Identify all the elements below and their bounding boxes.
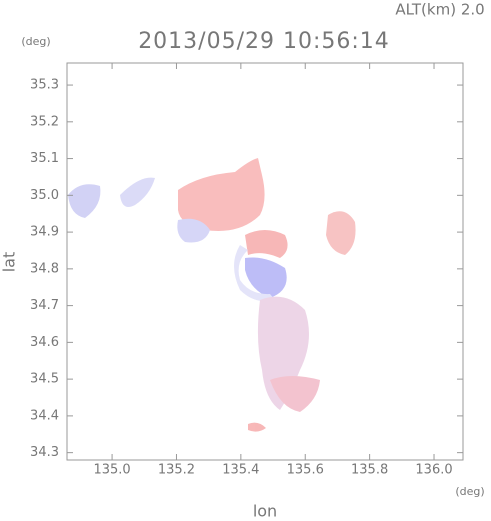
radar-echoes [68,158,356,432]
y-tick-label: 34.8 [30,261,59,276]
y-tick-label: 35.1 [30,151,59,166]
echo-positive [326,211,356,255]
y-tick-label: 35.3 [30,78,59,93]
x-unit: (deg) [455,485,484,498]
y-tick-label: 34.6 [30,335,59,350]
echo-positive [248,422,266,432]
y-tick-label: 34.9 [30,225,59,240]
echo-negative [177,218,210,243]
y-tick-label: 34.7 [30,298,59,313]
echo-negative [245,257,287,298]
x-tick-label: 135.6 [287,463,324,478]
y-tick-label: 34.5 [30,372,59,387]
echo-negative [68,184,101,218]
altitude-label: ALT(km) 2.0 [395,1,484,19]
x-tick-label: 135.4 [222,463,259,478]
y-unit: (deg) [21,35,50,48]
echo-positive [270,376,320,412]
plot-frame [66,62,464,461]
y-tick-label: 35.2 [30,114,59,129]
x-tick-label: 136.0 [415,463,452,478]
echo-positive [178,158,265,231]
y-tick-label: 35.0 [30,188,59,203]
y-tick-label: 34.3 [30,445,59,460]
y-tick-label: 34.4 [30,408,59,423]
x-tick-label: 135.8 [351,463,388,478]
y-axis-label: lat [0,252,19,273]
echo-positive [245,230,288,258]
echo-negative [120,177,155,208]
x-tick-label: 135.0 [93,463,130,478]
x-axis-label: lon [253,502,277,521]
chart-title: 2013/05/29 10:56:14 [138,29,390,54]
echo-negative [234,245,275,302]
x-tick-label: 135.2 [158,463,195,478]
